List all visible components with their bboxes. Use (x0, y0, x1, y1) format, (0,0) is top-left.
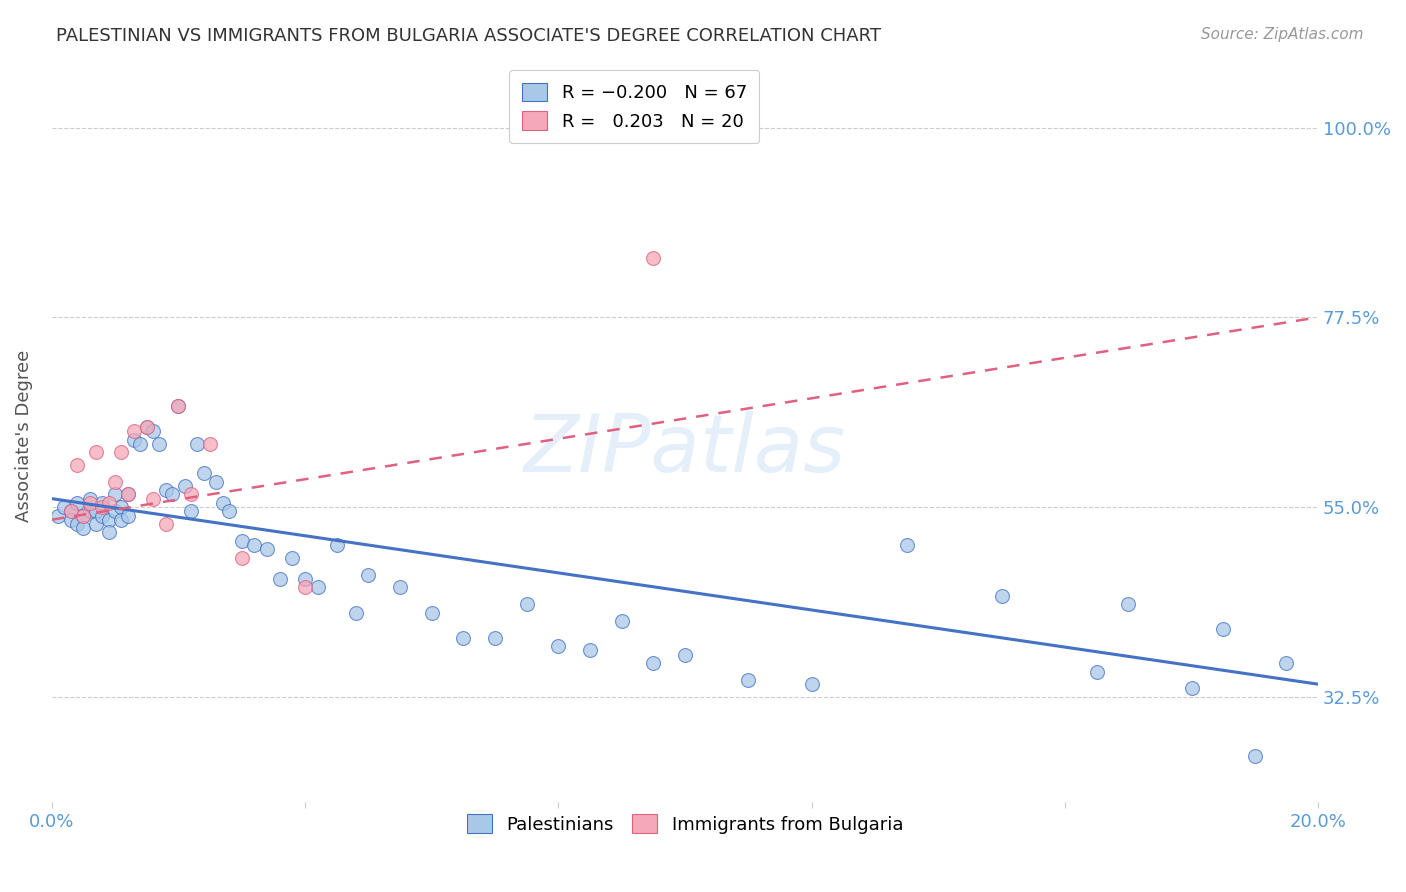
Point (579, 643, 602, 657)
Point (167, 399, 190, 413)
Point (243, 538, 266, 552)
Point (117, 487, 139, 501)
Point (205, 475, 228, 489)
Point (110, 500, 132, 514)
Point (294, 580, 316, 594)
Point (484, 631, 506, 645)
Point (66, 516, 89, 531)
Point (66, 496, 89, 510)
Point (388, 580, 411, 594)
Point (281, 550, 304, 565)
Point (357, 567, 380, 582)
Point (135, 420, 157, 434)
Point (737, 673, 759, 687)
Point (307, 580, 329, 594)
Point (256, 542, 278, 557)
Legend: Palestinians, Immigrants from Bulgaria: Palestinians, Immigrants from Bulgaria (456, 804, 914, 845)
Point (186, 437, 208, 451)
Point (673, 648, 696, 662)
Point (59, 504, 82, 518)
Point (110, 513, 132, 527)
Point (104, 475, 127, 489)
Point (66, 458, 89, 472)
Point (117, 487, 139, 501)
Text: PALESTINIAN VS IMMIGRANTS FROM BULGARIA ASSOCIATE'S DEGREE CORRELATION CHART: PALESTINIAN VS IMMIGRANTS FROM BULGARIA … (56, 27, 882, 45)
Point (155, 516, 177, 531)
Point (325, 538, 347, 552)
Point (643, 252, 665, 266)
Point (1116, 597, 1139, 611)
Point (122, 433, 145, 447)
Point (155, 483, 177, 498)
Point (990, 589, 1012, 603)
Point (72, 521, 94, 535)
Point (97, 513, 120, 527)
Point (180, 487, 202, 501)
Point (59, 513, 82, 527)
Point (72, 508, 94, 523)
Point (104, 504, 127, 518)
Point (79, 496, 101, 510)
Point (547, 639, 569, 653)
Point (1212, 623, 1234, 637)
Point (1085, 665, 1108, 679)
Point (211, 496, 233, 510)
Point (167, 399, 190, 413)
Point (344, 606, 367, 620)
Point (1243, 748, 1265, 763)
Point (800, 677, 823, 691)
Point (84, 516, 107, 531)
Point (231, 533, 253, 548)
Point (420, 606, 443, 620)
Point (643, 656, 665, 670)
Point (97, 525, 120, 540)
Point (294, 572, 316, 586)
Point (91, 500, 114, 514)
Point (218, 504, 240, 518)
Point (59, 504, 82, 518)
Point (129, 437, 152, 451)
Point (84, 504, 107, 518)
Point (104, 487, 127, 501)
Point (91, 496, 114, 510)
Point (160, 487, 183, 501)
Point (453, 631, 475, 645)
Text: ZIPatlas: ZIPatlas (524, 411, 846, 489)
Point (148, 437, 170, 451)
Point (896, 538, 918, 552)
Point (79, 504, 101, 518)
Text: Source: ZipAtlas.com: Source: ZipAtlas.com (1201, 27, 1364, 42)
Point (142, 424, 165, 438)
Point (79, 491, 101, 506)
Point (72, 508, 94, 523)
Point (269, 572, 291, 586)
Point (516, 597, 538, 611)
Point (173, 479, 195, 493)
Point (198, 437, 221, 451)
Point (117, 508, 139, 523)
Point (84, 445, 107, 459)
Point (180, 504, 202, 518)
Point (610, 614, 633, 628)
Point (46, 508, 69, 523)
Point (193, 467, 215, 481)
Point (53, 500, 76, 514)
Y-axis label: Associate's Degree: Associate's Degree (15, 350, 32, 522)
Point (97, 496, 120, 510)
Point (1275, 656, 1298, 670)
Point (135, 420, 157, 434)
Point (1180, 681, 1202, 696)
Point (142, 491, 165, 506)
Point (91, 508, 114, 523)
Point (122, 424, 145, 438)
Point (231, 550, 253, 565)
Point (110, 445, 132, 459)
